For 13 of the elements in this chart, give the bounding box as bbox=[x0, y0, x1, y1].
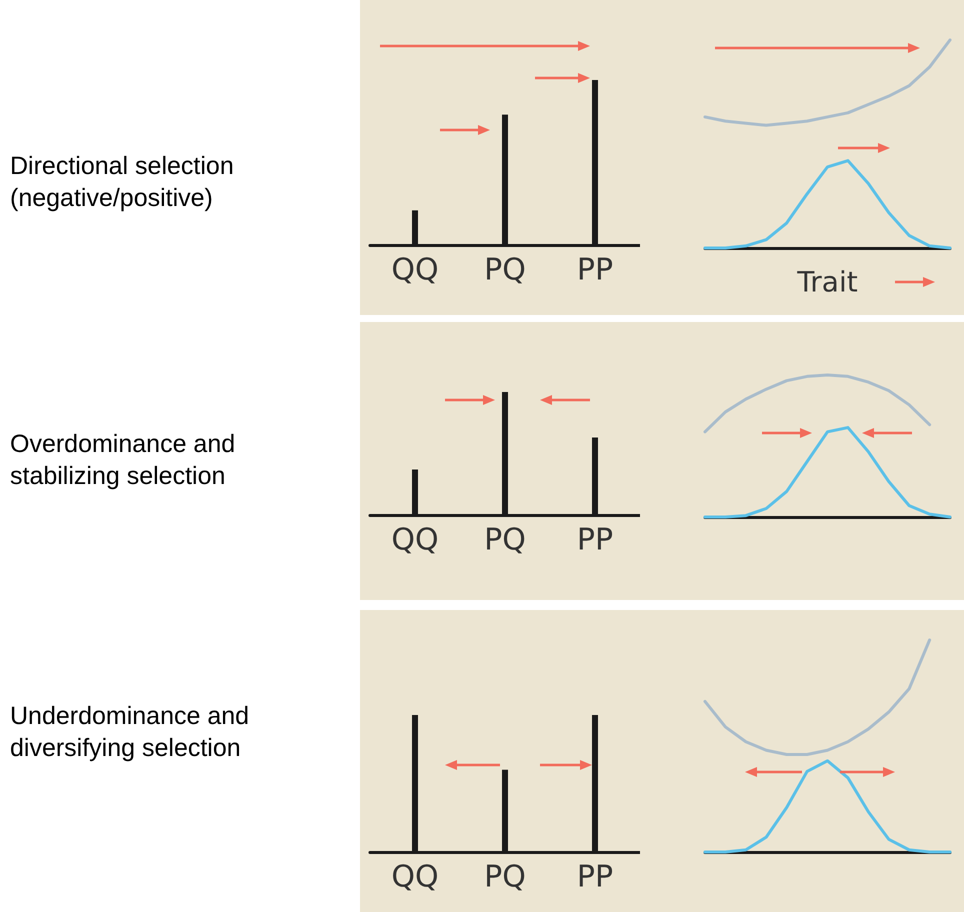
x-tick-label: PQ bbox=[484, 252, 526, 288]
x-tick-label: QQ bbox=[391, 860, 439, 894]
x-tick-label: QQ bbox=[391, 252, 439, 288]
text: Underdominance and diversifying selection bbox=[10, 701, 250, 764]
text: Directional selection (negative/positive) bbox=[10, 151, 235, 214]
x-tick-label: PQ bbox=[484, 522, 526, 558]
x-tick-label: PQ bbox=[484, 860, 526, 894]
x-axis-title: Trait bbox=[796, 266, 858, 298]
x-tick-label: QQ bbox=[391, 522, 439, 558]
x-tick-label: PP bbox=[576, 252, 614, 288]
text: Overdominance and stabilizing selection bbox=[10, 429, 236, 492]
x-tick-label: PP bbox=[576, 860, 614, 894]
x-tick-label: PP bbox=[576, 522, 614, 558]
